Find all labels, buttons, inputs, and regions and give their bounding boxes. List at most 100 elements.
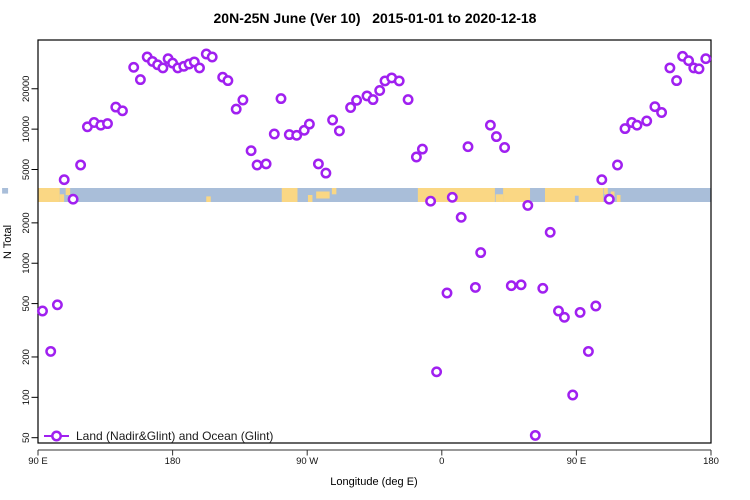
data-point bbox=[475, 247, 487, 259]
data-point bbox=[245, 145, 257, 157]
data-point bbox=[431, 366, 443, 378]
map-band-land bbox=[206, 196, 211, 202]
data-point bbox=[574, 306, 586, 318]
map-band-land bbox=[604, 188, 608, 195]
data-point bbox=[416, 143, 428, 155]
data-point bbox=[37, 305, 48, 317]
data-point bbox=[45, 345, 57, 357]
x-tick-label: 180 bbox=[165, 456, 181, 467]
y-tick-label: 10000 bbox=[21, 116, 32, 142]
data-point bbox=[553, 305, 564, 317]
map-band-ocean-notch bbox=[574, 195, 579, 202]
data-point bbox=[612, 159, 623, 171]
x-axis-title: Longitude (deg E) bbox=[330, 476, 417, 488]
data-point bbox=[291, 129, 303, 141]
data-point bbox=[275, 93, 287, 105]
data-point bbox=[345, 102, 357, 113]
data-point bbox=[641, 115, 653, 127]
data-point bbox=[102, 118, 113, 130]
map-band-land bbox=[503, 188, 531, 202]
y-tick-label: 200 bbox=[21, 349, 32, 365]
data-point bbox=[455, 211, 467, 223]
map-band-land bbox=[544, 188, 604, 202]
data-point bbox=[312, 158, 324, 170]
data-point bbox=[596, 174, 608, 186]
data-point bbox=[410, 151, 422, 163]
legend-label: Land (Nadir&Glint) and Ocean (Glint) bbox=[76, 429, 273, 443]
data-point bbox=[194, 62, 205, 74]
map-band-land bbox=[316, 191, 330, 199]
map-band-land bbox=[65, 188, 71, 195]
data-point bbox=[603, 193, 615, 205]
data-point bbox=[446, 191, 458, 203]
y-tick-label: 2000 bbox=[21, 212, 32, 233]
map-band-ocean-notch bbox=[2, 188, 9, 194]
data-point bbox=[157, 62, 169, 74]
data-point bbox=[51, 299, 63, 311]
map-band-land bbox=[331, 188, 337, 195]
data-point bbox=[656, 107, 668, 118]
data-point bbox=[567, 389, 579, 401]
data-point bbox=[619, 123, 631, 135]
data-point bbox=[469, 281, 481, 293]
map-band-land bbox=[281, 188, 298, 202]
x-tick-label: 90 E bbox=[28, 456, 48, 467]
map-band-land bbox=[307, 195, 313, 202]
data-point bbox=[505, 280, 517, 292]
data-point bbox=[671, 75, 683, 87]
data-point bbox=[393, 75, 405, 87]
data-point bbox=[351, 94, 363, 106]
data-point bbox=[367, 94, 379, 106]
data-point bbox=[251, 159, 263, 171]
data-point bbox=[128, 61, 140, 73]
x-tick-label: 90 E bbox=[567, 456, 587, 467]
data-point bbox=[320, 167, 332, 179]
data-point bbox=[700, 53, 712, 65]
data-point bbox=[515, 279, 527, 291]
data-point bbox=[425, 195, 437, 207]
data-point bbox=[649, 101, 661, 113]
data-point bbox=[582, 345, 594, 357]
data-point bbox=[58, 174, 70, 186]
data-point bbox=[134, 74, 146, 86]
x-tick-label: 0 bbox=[439, 456, 444, 467]
map-band-land bbox=[616, 195, 621, 202]
data-point bbox=[237, 94, 249, 106]
data-point bbox=[462, 141, 474, 153]
y-tick-label: 1000 bbox=[21, 253, 32, 274]
data-point bbox=[75, 159, 87, 171]
data-point bbox=[441, 287, 453, 299]
data-point bbox=[327, 114, 339, 126]
data-point bbox=[484, 119, 496, 131]
data-point bbox=[537, 282, 549, 294]
y-tick-label: 20000 bbox=[21, 76, 32, 102]
map-band-land bbox=[59, 194, 65, 202]
data-point bbox=[402, 94, 414, 106]
data-point bbox=[683, 55, 695, 67]
data-point bbox=[664, 62, 676, 74]
data-point bbox=[522, 199, 534, 211]
y-tick-label: 50 bbox=[21, 432, 32, 443]
data-point bbox=[544, 226, 556, 238]
data-point bbox=[230, 103, 242, 115]
data-point bbox=[529, 429, 541, 441]
x-tick-label: 180 bbox=[703, 456, 719, 467]
chart-title: 20N-25N June (Ver 10) 2015-01-01 to 2020… bbox=[214, 10, 537, 26]
y-tick-label: 5000 bbox=[21, 159, 32, 180]
data-point bbox=[268, 128, 280, 140]
data-point bbox=[117, 105, 128, 117]
data-point bbox=[590, 300, 602, 312]
data-point bbox=[631, 119, 643, 131]
legend-point-icon bbox=[51, 430, 62, 442]
data-point bbox=[333, 125, 345, 137]
data-point bbox=[490, 131, 502, 143]
x-tick-label: 90 W bbox=[296, 456, 318, 467]
data-point bbox=[303, 118, 315, 130]
y-tick-label: 100 bbox=[21, 389, 32, 405]
map-band-land bbox=[495, 194, 504, 202]
data-point bbox=[222, 75, 234, 87]
data-point bbox=[260, 158, 272, 170]
plot-box bbox=[37, 39, 712, 444]
